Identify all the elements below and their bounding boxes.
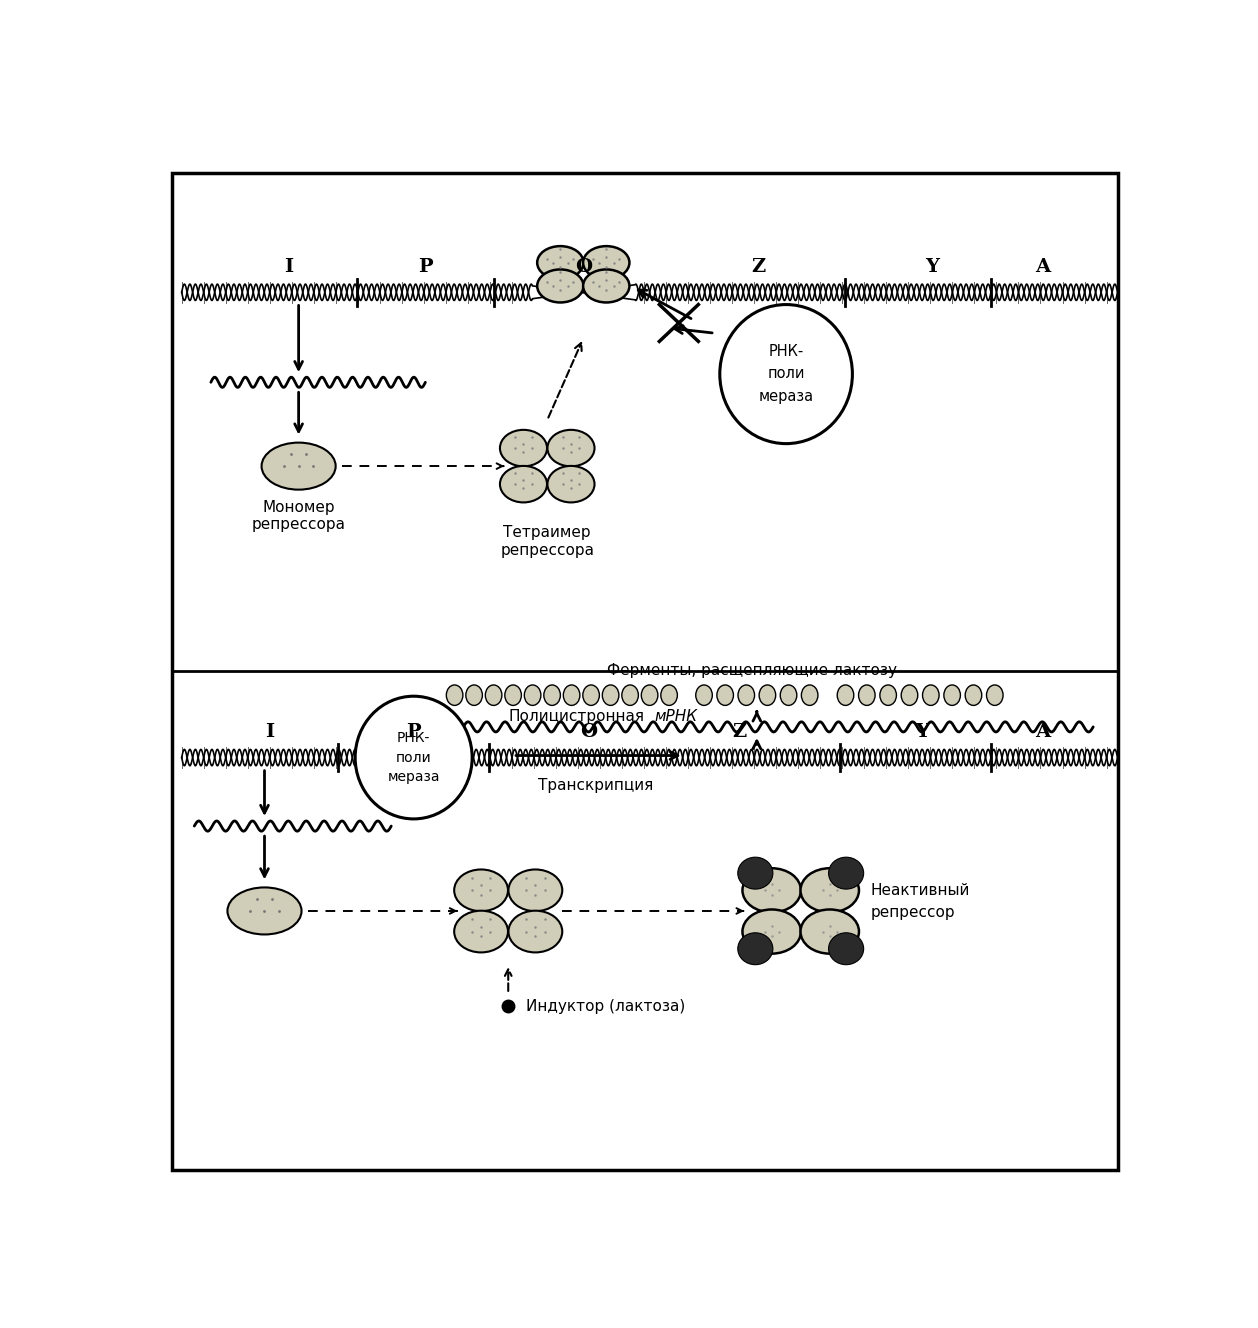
Ellipse shape <box>742 869 801 912</box>
Ellipse shape <box>508 870 562 911</box>
Text: мРНК: мРНК <box>654 709 698 724</box>
Text: O: O <box>575 258 591 276</box>
Ellipse shape <box>642 685 658 705</box>
Ellipse shape <box>879 685 897 705</box>
Ellipse shape <box>717 685 733 705</box>
Ellipse shape <box>800 910 859 954</box>
Text: Мономер: Мономер <box>263 499 335 515</box>
Ellipse shape <box>454 911 508 952</box>
Circle shape <box>720 304 853 444</box>
Text: репрессор: репрессор <box>871 906 956 920</box>
Ellipse shape <box>564 685 580 705</box>
Text: мераза: мераза <box>759 389 814 404</box>
Ellipse shape <box>800 869 859 912</box>
Ellipse shape <box>801 685 818 705</box>
Ellipse shape <box>499 430 547 466</box>
Ellipse shape <box>543 685 560 705</box>
Ellipse shape <box>228 887 302 935</box>
Ellipse shape <box>901 685 918 705</box>
Ellipse shape <box>780 685 796 705</box>
Ellipse shape <box>584 270 629 303</box>
Text: I: I <box>264 724 274 741</box>
Text: Полицистронная: Полицистронная <box>508 709 645 724</box>
Ellipse shape <box>584 246 629 279</box>
Text: I: I <box>284 258 293 276</box>
Ellipse shape <box>737 932 772 964</box>
Ellipse shape <box>262 442 336 490</box>
Ellipse shape <box>829 857 864 890</box>
Text: поли: поли <box>767 365 805 381</box>
Ellipse shape <box>447 685 463 705</box>
Ellipse shape <box>742 910 801 954</box>
Ellipse shape <box>537 246 584 279</box>
Ellipse shape <box>858 685 876 705</box>
Ellipse shape <box>582 685 599 705</box>
Ellipse shape <box>621 685 638 705</box>
Ellipse shape <box>504 685 521 705</box>
Circle shape <box>355 696 472 819</box>
Ellipse shape <box>499 466 547 502</box>
Text: Ферменты, расщепляющие лактозу: Ферменты, расщепляющие лактозу <box>606 663 897 677</box>
Ellipse shape <box>508 911 562 952</box>
Text: Y: Y <box>926 258 940 276</box>
Ellipse shape <box>537 270 584 303</box>
Text: поли: поли <box>396 750 431 765</box>
Ellipse shape <box>829 932 864 964</box>
Text: Y: Y <box>916 724 930 741</box>
Ellipse shape <box>944 685 960 705</box>
Ellipse shape <box>525 685 541 705</box>
Ellipse shape <box>454 870 508 911</box>
Ellipse shape <box>737 857 772 890</box>
Text: Транскрипция: Транскрипция <box>538 778 654 793</box>
Text: Z: Z <box>732 724 746 741</box>
Text: Индуктор (лактоза): Индуктор (лактоза) <box>526 999 686 1013</box>
Ellipse shape <box>660 685 677 705</box>
Text: РНК-: РНК- <box>769 344 804 359</box>
Text: мераза: мераза <box>387 770 440 784</box>
Text: O: O <box>581 724 598 741</box>
Ellipse shape <box>486 685 502 705</box>
Ellipse shape <box>986 685 1003 705</box>
Ellipse shape <box>547 466 595 502</box>
Ellipse shape <box>738 685 755 705</box>
Text: репрессора: репрессора <box>501 543 594 558</box>
Text: Неактивный: Неактивный <box>871 883 970 898</box>
Ellipse shape <box>465 685 482 705</box>
Ellipse shape <box>965 685 981 705</box>
Text: РНК-: РНК- <box>398 732 430 745</box>
Ellipse shape <box>696 685 712 705</box>
Text: P: P <box>418 258 433 276</box>
Text: Тетраимер: Тетраимер <box>503 526 591 540</box>
Ellipse shape <box>547 430 595 466</box>
Text: P: P <box>406 724 421 741</box>
Text: репрессора: репрессора <box>252 518 346 533</box>
Ellipse shape <box>759 685 776 705</box>
Text: Z: Z <box>752 258 766 276</box>
Text: A: A <box>1035 724 1050 741</box>
Ellipse shape <box>922 685 940 705</box>
Ellipse shape <box>603 685 619 705</box>
Text: A: A <box>1035 258 1050 276</box>
Ellipse shape <box>838 685 854 705</box>
